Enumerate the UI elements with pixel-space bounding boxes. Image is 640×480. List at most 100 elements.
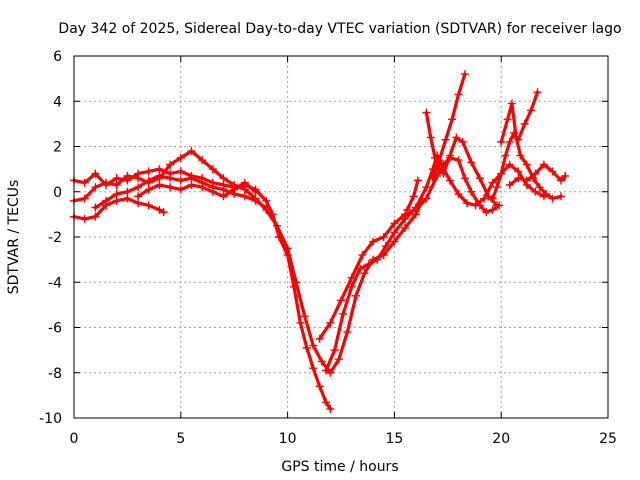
data-point bbox=[144, 201, 153, 210]
data-point bbox=[467, 187, 476, 196]
data-point bbox=[430, 153, 439, 162]
data-point bbox=[488, 178, 497, 187]
data-point bbox=[403, 205, 412, 214]
data-point bbox=[300, 312, 309, 321]
y-tick-label: 0 bbox=[53, 185, 62, 201]
data-point bbox=[471, 201, 480, 210]
chart-title: Day 342 of 2025, Sidereal Day-to-day VTE… bbox=[58, 21, 621, 37]
y-tick-label: -2 bbox=[48, 230, 62, 246]
data-point bbox=[240, 185, 249, 194]
data-point bbox=[208, 187, 217, 196]
data-point bbox=[356, 264, 365, 273]
series-line bbox=[72, 167, 332, 411]
x-tick-labels: 0 5 10 15 20 25 bbox=[70, 431, 617, 447]
data-point bbox=[445, 176, 454, 185]
data-point bbox=[435, 156, 444, 165]
data-point bbox=[467, 158, 476, 167]
data-point bbox=[413, 176, 422, 185]
data-point bbox=[548, 167, 557, 176]
data-point bbox=[482, 208, 491, 217]
data-point bbox=[155, 171, 164, 180]
data-point bbox=[123, 194, 132, 203]
data-point bbox=[251, 196, 260, 205]
data-point bbox=[80, 194, 89, 203]
data-point bbox=[166, 160, 175, 169]
data-point bbox=[334, 355, 343, 364]
data-point bbox=[102, 196, 111, 205]
data-point bbox=[144, 167, 153, 176]
data-point bbox=[531, 169, 540, 178]
data-point bbox=[309, 364, 318, 373]
data-point bbox=[262, 196, 271, 205]
data-point bbox=[458, 137, 467, 146]
data-point bbox=[358, 251, 367, 260]
data-point bbox=[505, 137, 514, 146]
data-point bbox=[176, 176, 185, 185]
data-point bbox=[322, 366, 331, 375]
data-point bbox=[505, 160, 514, 169]
data-point bbox=[409, 192, 418, 201]
x-tick-label: 0 bbox=[70, 431, 79, 447]
data-point bbox=[501, 151, 510, 160]
data-point bbox=[123, 171, 132, 180]
data-point bbox=[452, 133, 461, 142]
data-point bbox=[422, 108, 431, 117]
data-point bbox=[460, 70, 469, 79]
data-point bbox=[531, 187, 540, 196]
data-point bbox=[134, 183, 143, 192]
y-tick-label: 4 bbox=[53, 94, 62, 110]
data-point bbox=[326, 368, 335, 377]
data-point bbox=[155, 165, 164, 174]
data-point bbox=[159, 208, 168, 217]
data-point bbox=[463, 199, 472, 208]
data-point bbox=[422, 194, 431, 203]
series-group bbox=[70, 70, 570, 413]
data-point bbox=[533, 88, 542, 97]
data-point bbox=[198, 156, 207, 165]
y-tick-label: -4 bbox=[48, 275, 62, 291]
data-point bbox=[166, 174, 175, 183]
data-point bbox=[326, 404, 335, 413]
grid bbox=[74, 56, 608, 418]
data-point bbox=[144, 185, 153, 194]
data-point bbox=[134, 174, 143, 183]
data-point bbox=[187, 180, 196, 189]
data-point bbox=[514, 174, 523, 183]
series-sat-j bbox=[488, 88, 542, 203]
data-point bbox=[503, 115, 512, 124]
y-tick-label: -8 bbox=[48, 366, 62, 382]
data-point bbox=[492, 183, 501, 192]
data-point bbox=[283, 244, 292, 253]
data-point bbox=[535, 183, 544, 192]
series-line bbox=[424, 111, 499, 207]
data-point bbox=[326, 318, 335, 327]
data-point bbox=[411, 203, 420, 212]
data-point bbox=[492, 201, 501, 210]
data-point bbox=[176, 167, 185, 176]
data-point bbox=[330, 346, 339, 355]
data-point bbox=[343, 328, 352, 337]
data-point bbox=[302, 343, 311, 352]
x-tick-label: 5 bbox=[176, 431, 185, 447]
data-point bbox=[445, 151, 454, 160]
data-point bbox=[337, 296, 345, 305]
data-point bbox=[507, 99, 516, 108]
y-tick-labels: -10 -8 -6 -4 -2 0 2 4 6 bbox=[39, 49, 62, 427]
data-point bbox=[448, 115, 457, 124]
data-point bbox=[401, 223, 410, 232]
data-point bbox=[91, 203, 100, 212]
data-point bbox=[155, 205, 164, 214]
data-point bbox=[134, 199, 143, 208]
data-point bbox=[187, 147, 196, 156]
data-point bbox=[80, 178, 89, 187]
plot-frame bbox=[73, 55, 609, 419]
data-point bbox=[454, 190, 463, 199]
data-point bbox=[272, 221, 281, 230]
data-point bbox=[240, 192, 249, 201]
data-point bbox=[166, 183, 175, 192]
data-point bbox=[514, 167, 523, 176]
data-point bbox=[454, 90, 463, 99]
data-point bbox=[539, 160, 548, 169]
data-point bbox=[426, 133, 435, 142]
